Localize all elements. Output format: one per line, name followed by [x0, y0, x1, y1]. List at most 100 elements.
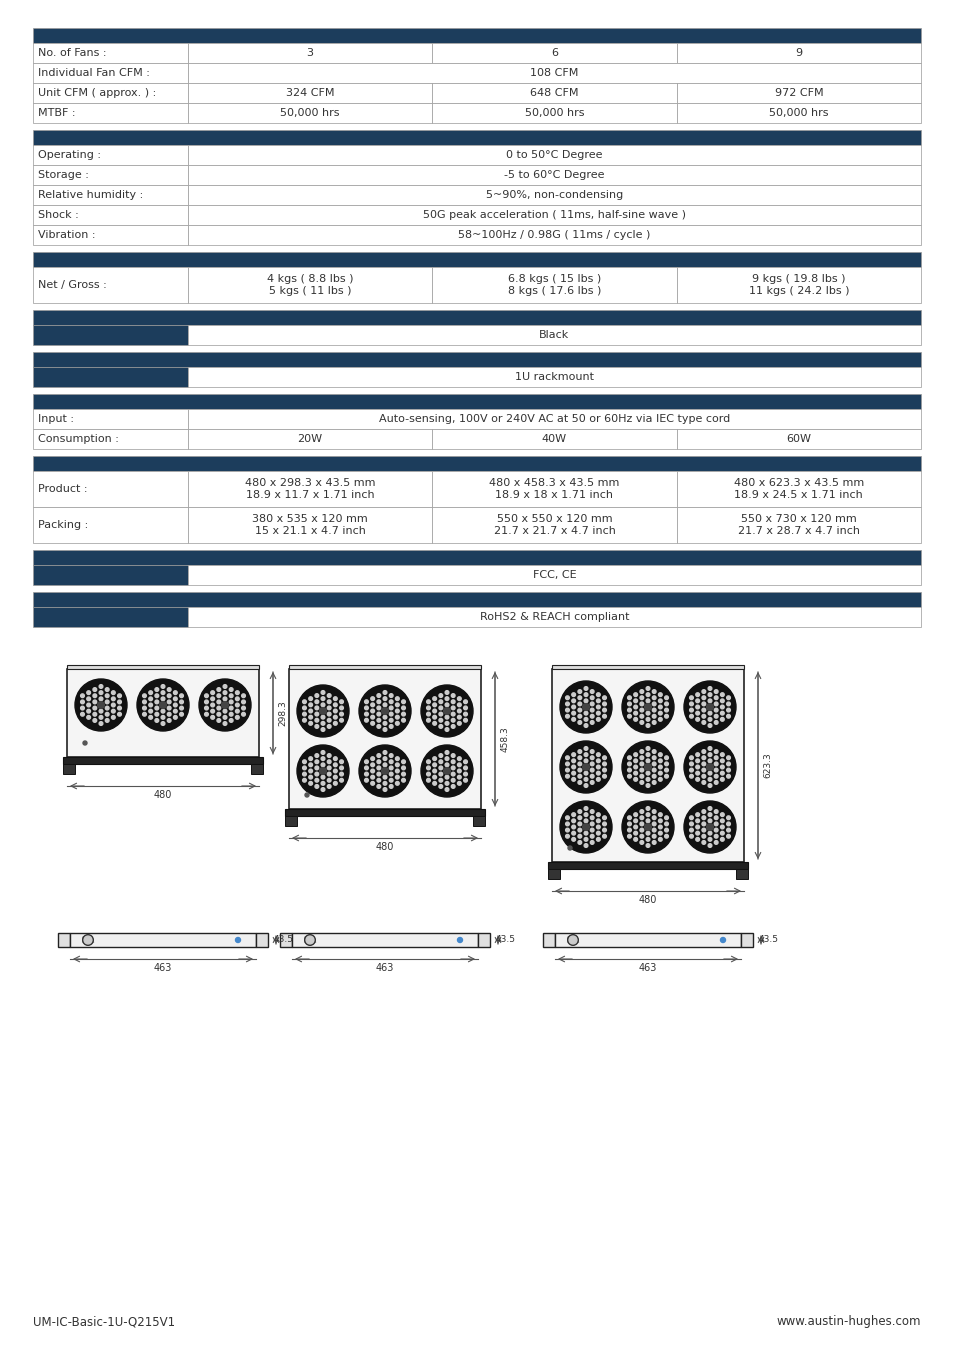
Circle shape: [645, 747, 649, 751]
Circle shape: [602, 822, 606, 826]
Text: Vibration :: Vibration :: [38, 230, 95, 240]
Circle shape: [142, 694, 146, 698]
Circle shape: [383, 787, 387, 791]
Circle shape: [383, 751, 387, 755]
Circle shape: [327, 760, 331, 764]
Circle shape: [321, 787, 325, 791]
Circle shape: [97, 702, 104, 709]
Circle shape: [578, 780, 581, 784]
Circle shape: [389, 772, 393, 776]
Circle shape: [383, 703, 387, 706]
Circle shape: [652, 761, 656, 765]
Circle shape: [633, 837, 637, 841]
Circle shape: [664, 695, 668, 699]
Circle shape: [117, 694, 121, 698]
Text: 50,000 hrs: 50,000 hrs: [768, 108, 828, 117]
Circle shape: [583, 806, 587, 810]
Text: 4 kgs ( 8.8 lbs )
5 kgs ( 11 lbs ): 4 kgs ( 8.8 lbs ) 5 kgs ( 11 lbs ): [267, 274, 353, 296]
Bar: [676, 267, 920, 302]
Circle shape: [578, 709, 581, 711]
Bar: [542, 933, 555, 946]
Text: Shock :: Shock :: [38, 211, 79, 220]
Circle shape: [706, 703, 713, 710]
Circle shape: [707, 724, 711, 728]
Circle shape: [571, 717, 575, 721]
Circle shape: [726, 768, 730, 772]
Circle shape: [652, 822, 656, 826]
Circle shape: [81, 694, 84, 698]
Circle shape: [627, 702, 631, 706]
Circle shape: [433, 703, 436, 706]
Circle shape: [633, 753, 637, 756]
Circle shape: [720, 753, 723, 756]
Circle shape: [565, 815, 569, 819]
Circle shape: [223, 684, 227, 688]
Bar: [255, 933, 268, 946]
Circle shape: [179, 713, 183, 716]
Circle shape: [309, 721, 313, 725]
Circle shape: [578, 829, 581, 832]
Circle shape: [633, 832, 637, 836]
Circle shape: [383, 763, 387, 767]
Circle shape: [720, 699, 723, 703]
Text: 6: 6: [551, 49, 558, 58]
Circle shape: [583, 687, 587, 690]
Circle shape: [376, 760, 380, 764]
Circle shape: [154, 701, 158, 703]
Circle shape: [706, 764, 713, 771]
Circle shape: [559, 801, 612, 853]
Circle shape: [583, 837, 587, 841]
Circle shape: [695, 778, 699, 782]
Text: 480: 480: [375, 842, 394, 852]
Circle shape: [695, 837, 699, 841]
Circle shape: [306, 936, 314, 944]
Circle shape: [565, 829, 569, 832]
Circle shape: [714, 768, 718, 772]
Circle shape: [204, 694, 208, 698]
Circle shape: [457, 775, 460, 779]
Circle shape: [644, 824, 651, 830]
Text: Austin
Hughes: Austin Hughes: [566, 936, 579, 944]
Circle shape: [463, 779, 467, 782]
Circle shape: [383, 721, 387, 725]
Circle shape: [87, 709, 91, 713]
Circle shape: [389, 765, 393, 769]
Circle shape: [319, 707, 326, 714]
Circle shape: [578, 834, 581, 838]
Circle shape: [645, 765, 649, 769]
Circle shape: [401, 718, 405, 722]
Circle shape: [314, 779, 318, 782]
Circle shape: [401, 779, 405, 782]
Text: 6.8 kgs ( 15 lbs )
8 kgs ( 17.6 lbs ): 6.8 kgs ( 15 lbs ) 8 kgs ( 17.6 lbs ): [507, 274, 600, 296]
Circle shape: [304, 934, 315, 945]
Circle shape: [602, 756, 606, 760]
Text: 0 to 50°C Degree: 0 to 50°C Degree: [506, 150, 602, 161]
Circle shape: [302, 718, 306, 722]
Circle shape: [644, 764, 651, 771]
Circle shape: [445, 757, 448, 760]
Text: 298.3: 298.3: [278, 701, 287, 726]
Circle shape: [658, 705, 661, 709]
Bar: [33, 144, 188, 165]
Bar: [67, 666, 258, 670]
Circle shape: [117, 713, 121, 716]
Circle shape: [689, 768, 693, 772]
Circle shape: [401, 706, 405, 710]
Circle shape: [720, 837, 723, 841]
Circle shape: [451, 694, 455, 698]
Bar: [33, 267, 188, 302]
Circle shape: [707, 778, 711, 782]
Circle shape: [105, 718, 109, 722]
Circle shape: [583, 765, 587, 769]
Circle shape: [639, 810, 643, 814]
Circle shape: [707, 753, 711, 756]
Circle shape: [701, 709, 705, 711]
Circle shape: [707, 699, 711, 703]
Circle shape: [445, 691, 448, 694]
Circle shape: [726, 695, 730, 699]
Circle shape: [707, 687, 711, 690]
Circle shape: [596, 765, 599, 769]
Circle shape: [627, 822, 631, 826]
Circle shape: [565, 702, 569, 706]
Circle shape: [99, 722, 103, 725]
